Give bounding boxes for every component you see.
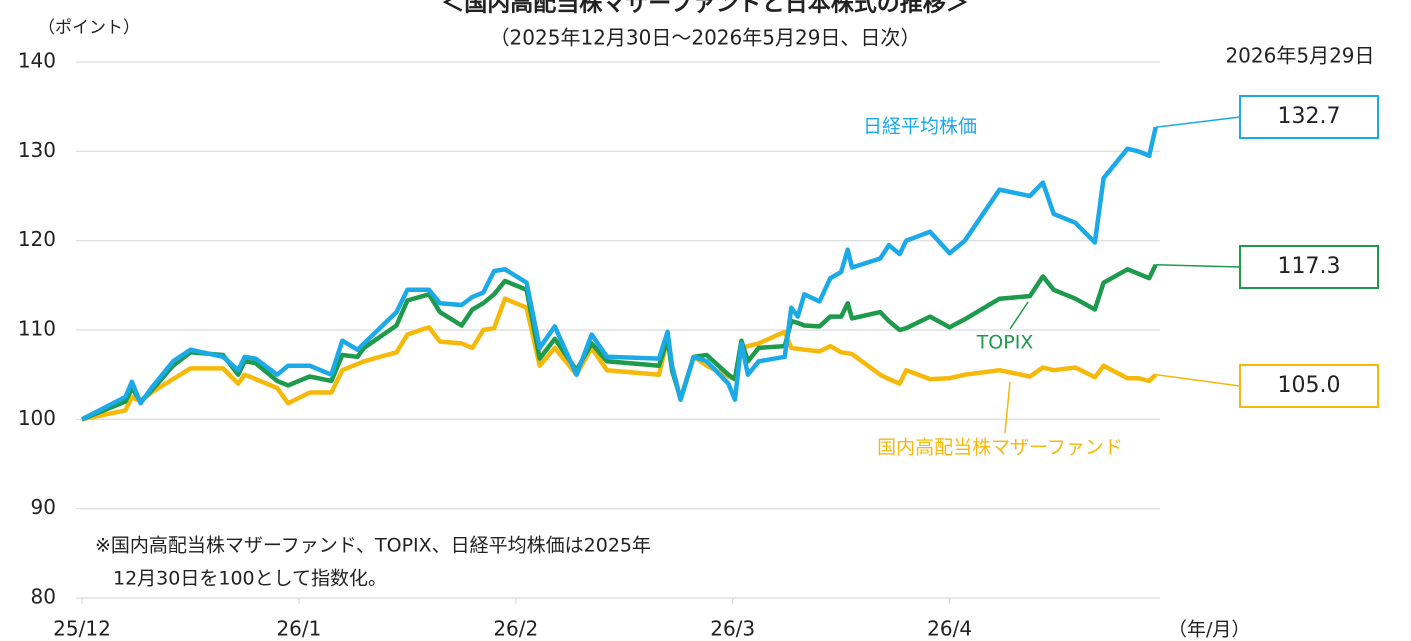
note: 12月30日を100として指数化。 (113, 568, 387, 590)
value-label-leader (1155, 264, 1241, 268)
value-label-box (1239, 95, 1379, 139)
y-tick-label: 120 (18, 227, 56, 251)
series-label-leader (1009, 301, 1029, 330)
value-label: 117.3 (1278, 254, 1341, 279)
value-label-leader (1155, 373, 1241, 387)
y-axis-label: （ポイント） (38, 18, 140, 38)
value-label: 132.7 (1278, 104, 1341, 129)
x-tick-label: 26/1 (276, 617, 321, 641)
note: ※国内高配当株マザーファンド、TOPIX、日経平均株価は2025年 (95, 535, 651, 557)
x-axis-label: （年/月） (1168, 619, 1250, 641)
series-label: 国内高配当株マザーファンド (877, 437, 1123, 459)
date-label: 2026年5月29日 (1225, 44, 1374, 68)
value-label-box (1239, 364, 1379, 408)
value-label-leader (1155, 116, 1241, 128)
y-tick-label: 90 (31, 495, 56, 519)
series-label-leader (1004, 381, 1011, 434)
y-tick-label: 80 (31, 585, 56, 609)
chart-subtitle: （2025年12月30日～2026年5月29日、日次） (490, 26, 921, 50)
y-tick-label: 110 (18, 317, 56, 341)
x-tick-label: 26/3 (710, 617, 755, 641)
x-tick-label: 25/12 (53, 617, 111, 641)
y-tick-label: 100 (18, 406, 56, 430)
series-label: 日経平均株価 (863, 116, 977, 138)
value-label-box (1239, 245, 1379, 289)
series-line (80, 126, 1158, 422)
value-label: 105.0 (1278, 373, 1341, 398)
x-tick-label: 26/2 (493, 617, 538, 641)
y-tick-label: 130 (18, 138, 56, 162)
series-label: TOPIX (976, 332, 1034, 354)
chart-title: ＜国内高配当株マザーファンドと日本株式の推移＞ (441, 0, 969, 17)
x-tick-label: 26/4 (927, 617, 972, 641)
y-tick-label: 140 (18, 49, 56, 73)
